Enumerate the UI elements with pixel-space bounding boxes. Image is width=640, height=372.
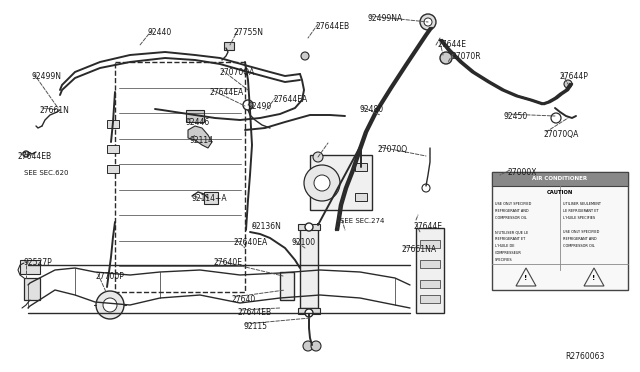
Bar	[204, 192, 218, 204]
Circle shape	[311, 341, 321, 351]
Circle shape	[96, 291, 124, 319]
Bar	[492, 172, 628, 290]
Bar	[492, 172, 628, 186]
Text: L'HUILE DE: L'HUILE DE	[495, 244, 515, 248]
Text: 27644E: 27644E	[438, 40, 467, 49]
Text: UTILISER SEULEMENT: UTILISER SEULEMENT	[563, 202, 601, 206]
Text: LE REFRIGERANT ET: LE REFRIGERANT ET	[563, 209, 598, 213]
Text: AIR CONDITIONER: AIR CONDITIONER	[532, 176, 588, 182]
Circle shape	[23, 151, 29, 157]
Text: 92480: 92480	[360, 105, 384, 114]
Text: 92527P: 92527P	[24, 258, 52, 267]
Circle shape	[243, 100, 253, 110]
Bar	[107, 165, 119, 173]
Text: 92499N: 92499N	[32, 72, 62, 81]
Bar	[224, 42, 234, 50]
Text: 92440: 92440	[148, 28, 172, 37]
Bar	[107, 145, 119, 153]
Text: 27640EA: 27640EA	[234, 238, 268, 247]
Circle shape	[420, 14, 436, 30]
Polygon shape	[188, 126, 212, 148]
Circle shape	[314, 175, 330, 191]
Text: 92114+A: 92114+A	[192, 194, 228, 203]
Text: USE ONLY SPECIFIED: USE ONLY SPECIFIED	[563, 230, 600, 234]
Text: 27644EB: 27644EB	[238, 308, 272, 317]
Bar	[298, 224, 320, 230]
Bar	[420, 240, 440, 248]
Circle shape	[304, 165, 340, 201]
Text: 27661N: 27661N	[40, 106, 70, 115]
Text: 92114: 92114	[190, 136, 214, 145]
Text: COMPRESSEUR: COMPRESSEUR	[495, 251, 522, 255]
Text: 92490: 92490	[248, 102, 272, 111]
Circle shape	[424, 18, 432, 26]
Text: 27070Q: 27070Q	[378, 145, 408, 154]
Text: L'HUILE SPECIFIES: L'HUILE SPECIFIES	[563, 216, 595, 220]
Text: 27070QA: 27070QA	[220, 68, 255, 77]
Bar	[310, 155, 372, 210]
Bar	[115, 62, 245, 292]
Text: 27070QA: 27070QA	[544, 130, 579, 139]
Bar	[420, 280, 440, 288]
Circle shape	[305, 223, 313, 231]
Text: 27700P: 27700P	[96, 272, 125, 281]
Bar	[186, 110, 204, 122]
Text: CAUTION: CAUTION	[547, 190, 573, 196]
Circle shape	[313, 152, 323, 162]
Text: SEE SEC.620: SEE SEC.620	[24, 170, 68, 176]
Circle shape	[440, 52, 452, 64]
Text: R2760063: R2760063	[565, 352, 604, 361]
Bar	[24, 278, 40, 300]
Bar	[355, 193, 367, 201]
Bar	[298, 308, 320, 314]
Circle shape	[422, 184, 430, 192]
Text: 92450: 92450	[504, 112, 528, 121]
Bar	[300, 228, 318, 308]
Bar	[420, 295, 440, 303]
Text: 27070R: 27070R	[451, 52, 481, 61]
Text: REFRIGERANT ET: REFRIGERANT ET	[495, 237, 525, 241]
Text: 27644EA: 27644EA	[210, 88, 244, 97]
Circle shape	[551, 113, 561, 123]
Circle shape	[564, 80, 572, 88]
Polygon shape	[516, 268, 536, 286]
Text: 92100: 92100	[292, 238, 316, 247]
Circle shape	[301, 52, 309, 60]
Text: USE ONLY SPECIFIED: USE ONLY SPECIFIED	[495, 202, 531, 206]
Text: 27644EB: 27644EB	[316, 22, 350, 31]
Bar	[107, 120, 119, 128]
Text: 92446: 92446	[186, 118, 211, 127]
Text: 92115: 92115	[243, 322, 267, 331]
Text: SEE SEC.274: SEE SEC.274	[340, 218, 385, 224]
Text: !: !	[593, 275, 596, 281]
Text: REFRIGERANT AND: REFRIGERANT AND	[563, 237, 596, 241]
Text: N'UTILISER QUE LE: N'UTILISER QUE LE	[495, 230, 528, 234]
Text: 27755N: 27755N	[234, 28, 264, 37]
Text: !: !	[524, 275, 527, 281]
Bar	[20, 260, 40, 274]
Text: 27000X: 27000X	[508, 168, 538, 177]
Circle shape	[103, 298, 117, 312]
Text: COMPRESSOR OIL: COMPRESSOR OIL	[563, 244, 595, 248]
Text: 27644E: 27644E	[414, 222, 443, 231]
Text: COMPRESSOR OIL: COMPRESSOR OIL	[495, 216, 527, 220]
Text: REFRIGERANT AND: REFRIGERANT AND	[495, 209, 529, 213]
Text: 27644P: 27644P	[560, 72, 589, 81]
Text: 27644EA: 27644EA	[274, 95, 308, 104]
Bar	[420, 260, 440, 268]
Text: 27640: 27640	[232, 295, 256, 304]
Circle shape	[305, 309, 313, 317]
Text: 27640E: 27640E	[214, 258, 243, 267]
Text: 92499NA: 92499NA	[367, 14, 403, 23]
Bar	[416, 228, 444, 313]
Polygon shape	[584, 268, 604, 286]
Circle shape	[303, 341, 313, 351]
Text: 27644EB: 27644EB	[18, 152, 52, 161]
Text: 92136N: 92136N	[252, 222, 282, 231]
Bar	[280, 272, 294, 300]
Text: 27661NA: 27661NA	[402, 245, 437, 254]
Bar	[355, 163, 367, 171]
Text: SPECIFIES: SPECIFIES	[495, 258, 513, 262]
